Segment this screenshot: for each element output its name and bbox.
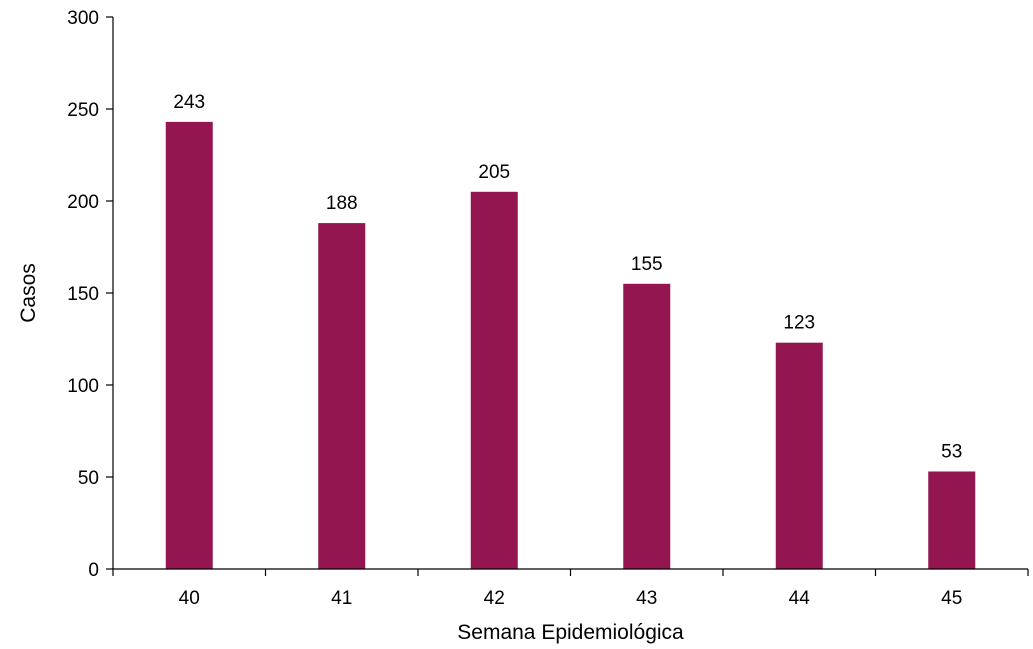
y-tick-label: 200 <box>67 192 99 213</box>
bar-data-label: 188 <box>326 193 358 214</box>
bar-data-label: 205 <box>478 162 510 183</box>
bar <box>623 283 671 569</box>
x-tick-label: 42 <box>484 588 505 609</box>
x-tick-label: 45 <box>941 588 962 609</box>
y-tick-label: 250 <box>67 100 99 121</box>
bar <box>470 191 518 570</box>
x-tick-label: 41 <box>331 588 352 609</box>
x-ticks-group: 40 41 42 43 44 45 <box>112 569 1029 609</box>
bar <box>165 121 213 569</box>
y-tick-label: 100 <box>67 376 99 397</box>
x-tick-label: 40 <box>179 588 200 609</box>
bar-data-label: 155 <box>631 254 663 275</box>
bar <box>318 223 366 569</box>
bar <box>775 342 823 569</box>
bars-group <box>165 121 976 570</box>
y-tick-label: 300 <box>67 8 99 29</box>
data-labels-group: 243 188 205 155 123 53 <box>173 92 962 463</box>
y-tick-label: 0 <box>88 560 99 581</box>
bar <box>928 471 976 569</box>
y-tick-label: 50 <box>78 468 99 489</box>
bar-data-label: 243 <box>173 92 205 113</box>
y-axis-title: Casos <box>17 263 40 323</box>
x-tick-label: 44 <box>789 588 811 609</box>
x-tick-label: 43 <box>636 588 657 609</box>
x-axis-title: Semana Epidemiológica <box>457 621 684 644</box>
bar-data-label: 123 <box>783 313 815 334</box>
y-ticks-group: 0 50 100 150 200 250 300 <box>67 8 113 581</box>
bar-data-label: 53 <box>941 441 962 462</box>
y-tick-label: 150 <box>67 284 99 305</box>
